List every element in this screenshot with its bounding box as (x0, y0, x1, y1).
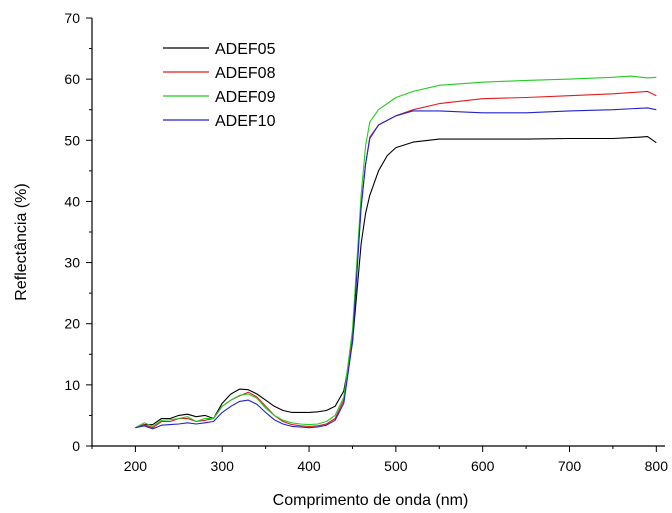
series-line-adef10 (135, 107, 657, 430)
y-tick-label: 10 (64, 377, 80, 393)
series-line-adef08 (135, 90, 657, 429)
x-tick-label: 400 (297, 458, 321, 474)
series-lines (135, 75, 657, 430)
y-tick-label: 50 (64, 132, 80, 148)
y-tick-label: 60 (64, 71, 80, 87)
legend-label-adef09: ADEF09 (215, 89, 276, 106)
x-axis-title: Comprimento de onda (nm) (273, 492, 469, 509)
y-tick-label: 20 (64, 316, 80, 332)
x-tick-label: 600 (471, 458, 495, 474)
legend-label-adef05: ADEF05 (215, 41, 276, 58)
x-tick-label: 500 (384, 458, 408, 474)
y-axis-title: Reflectância (%) (13, 183, 30, 300)
series-line-adef05 (135, 136, 657, 429)
legend: ADEF05 ADEF08 ADEF09 ADEF10 (163, 41, 276, 130)
axes: 200 300 400 500 600 700 800 0 10 20 30 40 50 60 70 (64, 10, 668, 474)
legend-label-adef08: ADEF08 (215, 65, 276, 82)
y-tick-label: 40 (64, 193, 80, 209)
x-tick-label: 700 (558, 458, 582, 474)
y-tick-label: 0 (72, 438, 80, 454)
y-tick-label: 30 (64, 255, 80, 271)
series-line-adef09 (135, 75, 657, 429)
x-tick-label: 800 (645, 458, 669, 474)
x-tick-label: 200 (124, 458, 148, 474)
y-tick-label: 70 (64, 10, 80, 26)
x-tick-label: 300 (211, 458, 235, 474)
legend-label-adef10: ADEF10 (215, 113, 276, 130)
